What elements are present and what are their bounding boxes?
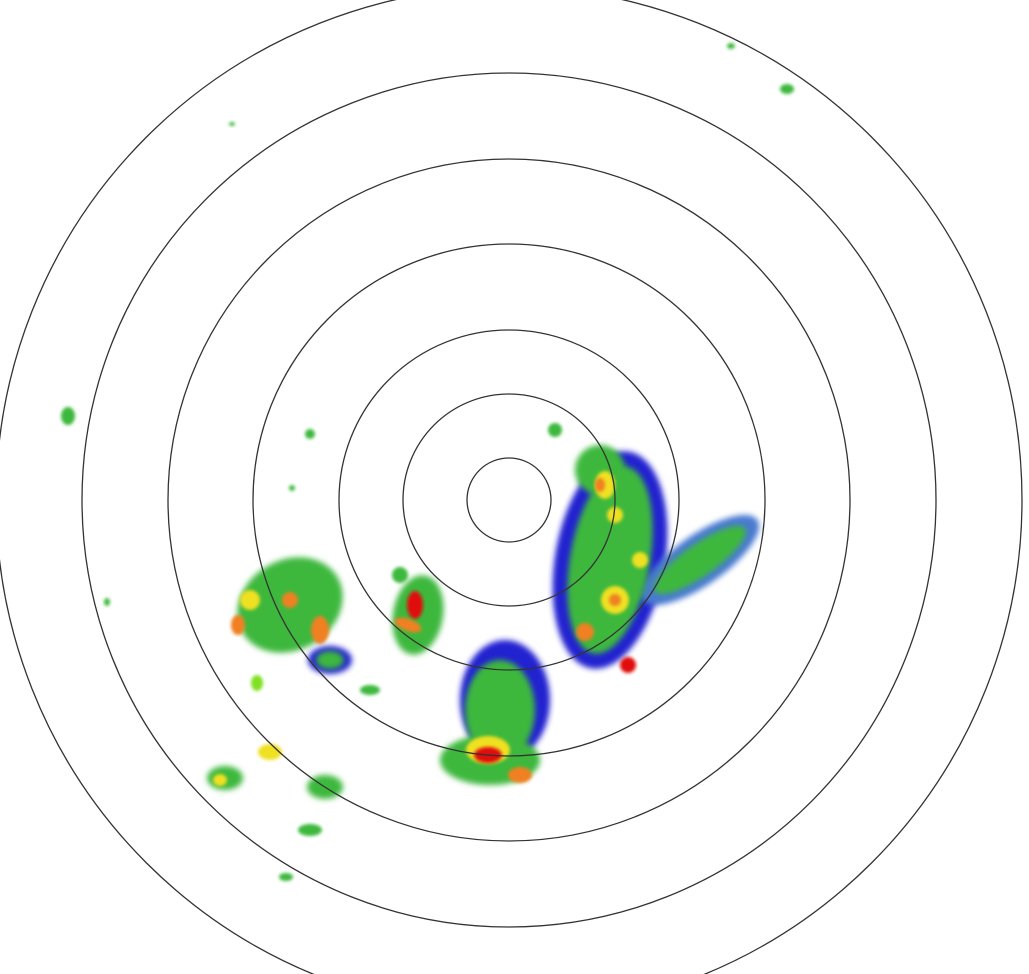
range-ring-2 (402, 393, 616, 607)
echo-cell (392, 567, 408, 583)
echo-cell (61, 407, 75, 425)
echo-cell (595, 478, 605, 492)
echo-cell (654, 525, 746, 595)
range-ring-3 (338, 329, 680, 671)
echo-cell (394, 617, 422, 633)
echo-cell (298, 824, 322, 836)
echo-cell (231, 615, 245, 635)
echo-cell (104, 598, 110, 606)
echo-cell (289, 485, 295, 491)
range-ring-4 (252, 243, 766, 757)
echo-cell (508, 767, 532, 783)
echo-cell (609, 594, 621, 606)
echo-cell (576, 623, 594, 641)
precipitation-echoes (61, 43, 794, 881)
echo-cell (607, 507, 623, 523)
echo-cell (360, 685, 380, 695)
echo-cell (282, 592, 298, 608)
echo-cell (620, 657, 636, 673)
range-ring-1 (466, 457, 552, 543)
echo-cell (311, 616, 329, 644)
echo-cell (279, 873, 293, 881)
echo-cell (213, 774, 227, 786)
echo-cell (316, 651, 344, 669)
echo-cell (240, 590, 260, 610)
echo-cell (305, 429, 315, 439)
echo-cell (251, 675, 263, 691)
range-ring-6 (81, 72, 937, 928)
echo-cell (465, 660, 535, 760)
echo-cell (727, 43, 735, 49)
echo-cell (632, 552, 648, 568)
range-ring-5 (167, 158, 851, 842)
echo-cell (548, 423, 562, 437)
echo-cell (780, 84, 794, 94)
echo-cell (229, 122, 235, 126)
echo-cell (567, 466, 653, 654)
echo-cell (258, 744, 282, 760)
echo-cell (407, 591, 423, 619)
